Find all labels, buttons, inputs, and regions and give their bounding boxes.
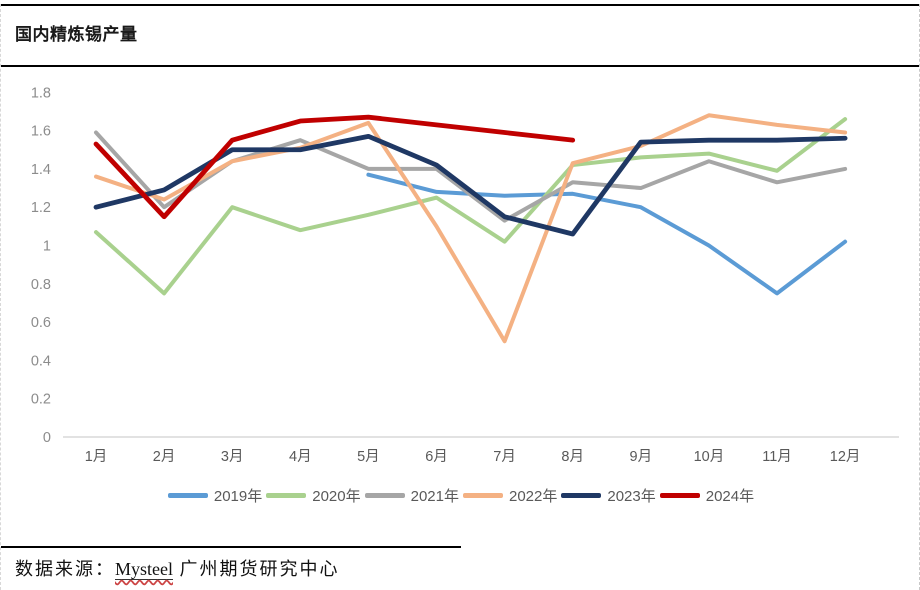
title-divider <box>1 65 919 67</box>
x-tick-label: 12月 <box>830 449 861 465</box>
x-tick-label: 10月 <box>694 449 725 465</box>
y-tick-label: 0.4 <box>31 353 51 369</box>
x-tick-label: 1月 <box>85 449 108 465</box>
y-tick-label: 1 <box>43 239 51 255</box>
y-tick-label: 1.4 <box>31 162 51 178</box>
series-line-2022年 <box>94 113 848 344</box>
legend-label: 2020年 <box>312 488 361 505</box>
legend-line-swatch <box>659 493 700 498</box>
footer-divider <box>1 546 461 548</box>
legend-line-swatch <box>561 493 602 498</box>
y-tick-label: 0.2 <box>31 392 51 408</box>
y-tick-label: 1.2 <box>31 200 51 216</box>
legend-line-swatch <box>364 493 405 498</box>
x-tick-label: 4月 <box>289 449 312 465</box>
legend-item-2021年: 2021年 <box>364 485 459 506</box>
x-tick-label: 6月 <box>425 449 448 465</box>
legend-label: 2021年 <box>410 488 459 505</box>
y-tick-label: 1.8 <box>31 85 51 101</box>
x-tick-label: 7月 <box>493 449 516 465</box>
x-tick-label: 9月 <box>630 449 653 465</box>
legend-label: 2024年 <box>705 488 755 505</box>
legend-item-2022年: 2022年 <box>463 485 557 506</box>
data-source-suffix: 广州期货研究中心 <box>173 559 340 579</box>
x-tick-label: 2月 <box>153 449 176 465</box>
series-line-2019年 <box>366 172 848 296</box>
legend-line-swatch <box>167 493 208 498</box>
x-tick-label: 11月 <box>762 449 792 465</box>
legend-line-swatch <box>266 493 307 498</box>
legend-item-2023年: 2023年 <box>561 485 656 506</box>
page-title: 国内精炼锡产量 <box>15 25 138 44</box>
legend-label: 2022年 <box>509 488 558 505</box>
production-line-chart: 0 0.2 0.4 0.6 0.8 1 1.2 1.4 1.6 1.8 1月 2月 3月 4月 5月 6月 7月… <box>1 73 920 505</box>
y-tick-label: 0.6 <box>31 315 51 331</box>
y-tick-label: 0.8 <box>31 277 51 293</box>
y-tick-label: 1.6 <box>31 124 51 140</box>
data-source-name[interactable]: Mysteel <box>115 559 173 580</box>
legend-item-2019年: 2019年 <box>167 485 263 506</box>
series-line-2024年 <box>93 114 576 220</box>
source-footer: 数据来源：Mysteel 广州期货研究中心 <box>1 546 919 590</box>
legend-line-swatch <box>463 493 503 498</box>
x-tick-label: 5月 <box>357 449 380 465</box>
top-divider <box>1 4 919 6</box>
legend-item-2020年: 2020年 <box>266 485 361 506</box>
legend-label: 2019年 <box>213 488 263 505</box>
x-tick-label: 3月 <box>221 449 244 465</box>
series-line-2020年 <box>94 117 848 296</box>
data-source-prefix: 数据来源： <box>15 559 115 579</box>
chart-legend: 2019年 2020年 2021年 2022年 2023年 2024年 <box>1 485 920 506</box>
data-source-line: 数据来源：Mysteel 广州期货研究中心 <box>1 548 919 590</box>
report-page: { "header": { "title": "国内精炼锡产量" }, "foo… <box>0 4 920 590</box>
legend-label: 2023年 <box>607 488 656 505</box>
chart-canvas: 0 0.2 0.4 0.6 0.8 1 1.2 1.4 1.6 1.8 1月 2月 3月 4月 5月 6月 7月… <box>31 85 899 465</box>
chart-header: 国内精炼锡产量 <box>1 6 919 55</box>
legend-item-2024年: 2024年 <box>659 485 755 506</box>
x-tick-label: 8月 <box>561 449 584 465</box>
y-tick-label: 0 <box>43 430 51 446</box>
